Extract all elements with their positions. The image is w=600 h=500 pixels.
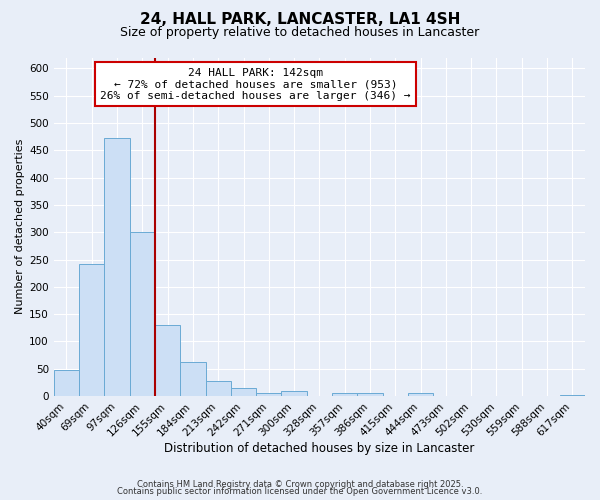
Bar — [332, 394, 358, 396]
Bar — [130, 232, 155, 396]
Bar — [256, 394, 281, 396]
Bar — [408, 394, 433, 396]
Y-axis label: Number of detached properties: Number of detached properties — [15, 139, 25, 314]
Bar — [79, 264, 104, 396]
Bar — [54, 370, 79, 396]
Text: 24 HALL PARK: 142sqm
← 72% of detached houses are smaller (953)
26% of semi-deta: 24 HALL PARK: 142sqm ← 72% of detached h… — [100, 68, 411, 101]
Bar — [180, 362, 206, 396]
Bar — [358, 394, 383, 396]
X-axis label: Distribution of detached houses by size in Lancaster: Distribution of detached houses by size … — [164, 442, 475, 455]
Bar — [155, 325, 180, 396]
Text: Contains public sector information licensed under the Open Government Licence v3: Contains public sector information licen… — [118, 487, 482, 496]
Bar — [231, 388, 256, 396]
Bar — [560, 395, 585, 396]
Bar — [104, 138, 130, 396]
Text: Contains HM Land Registry data © Crown copyright and database right 2025.: Contains HM Land Registry data © Crown c… — [137, 480, 463, 489]
Text: Size of property relative to detached houses in Lancaster: Size of property relative to detached ho… — [121, 26, 479, 39]
Text: 24, HALL PARK, LANCASTER, LA1 4SH: 24, HALL PARK, LANCASTER, LA1 4SH — [140, 12, 460, 28]
Bar — [206, 381, 231, 396]
Bar — [281, 390, 307, 396]
